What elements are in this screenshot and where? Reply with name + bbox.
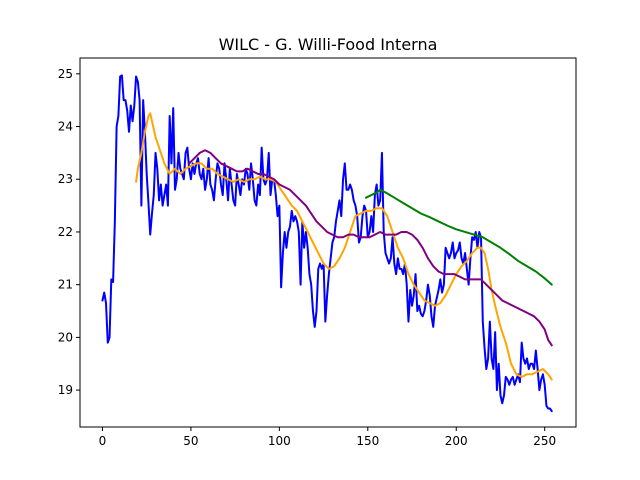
chart-title: WILC - G. Willi-Food Interna: [219, 35, 438, 54]
moving-average-short-line: [135, 112, 553, 381]
y-tick-label: 20: [58, 330, 73, 344]
y-tick-label: 25: [58, 67, 73, 81]
y-tick-label: 23: [58, 172, 73, 186]
x-tick-label: 250: [533, 434, 556, 448]
y-tick-label: 22: [58, 225, 73, 239]
x-axis: 0 50 100 150 200 250: [99, 427, 556, 448]
y-axis: 19 20 21 22 23 24 25: [58, 67, 80, 397]
x-tick-label: 100: [268, 434, 291, 448]
y-tick-label: 24: [58, 120, 73, 134]
moving-average-medium-line: [188, 149, 553, 347]
x-tick-label: 200: [445, 434, 468, 448]
x-tick-label: 0: [99, 434, 107, 448]
x-tick-label: 50: [183, 434, 198, 448]
y-tick-label: 19: [58, 383, 73, 397]
moving-average-long-line: [365, 188, 553, 286]
y-tick-label: 21: [58, 278, 73, 292]
series-layer: [101, 74, 553, 413]
plot-area-frame: [79, 57, 577, 428]
x-tick-label: 150: [356, 434, 379, 448]
